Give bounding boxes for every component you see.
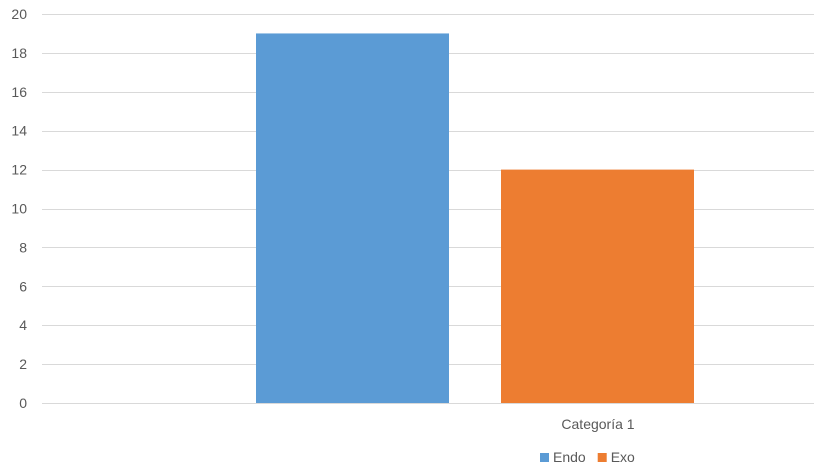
y-tick-label-10: 10 <box>11 201 27 217</box>
legend-swatch-exo <box>597 453 607 462</box>
legend-swatch-endo <box>540 453 549 462</box>
bar-endo <box>256 33 449 403</box>
y-tick-label-8: 8 <box>19 239 27 255</box>
x-axis: Categoría 1 <box>561 416 634 432</box>
x-category-label: Categoría 1 <box>561 416 634 432</box>
y-tick-label-12: 12 <box>11 162 27 178</box>
y-tick-label-2: 2 <box>19 356 27 372</box>
y-tick-label-20: 20 <box>11 6 27 22</box>
y-tick-label-16: 16 <box>11 84 27 100</box>
legend-label-endo: Endo <box>553 449 586 465</box>
y-tick-label-14: 14 <box>11 123 27 139</box>
bars <box>256 33 694 403</box>
legend: Endo Exo <box>540 449 635 465</box>
y-tick-label-0: 0 <box>19 395 27 411</box>
y-tick-label-18: 18 <box>11 45 27 61</box>
y-axis: 0 2 4 6 8 10 12 14 16 18 20 <box>11 6 27 411</box>
bar-exo <box>501 169 694 403</box>
y-tick-label-6: 6 <box>19 278 27 294</box>
y-tick-label-4: 4 <box>19 317 27 333</box>
legend-label-exo: Exo <box>611 449 635 465</box>
